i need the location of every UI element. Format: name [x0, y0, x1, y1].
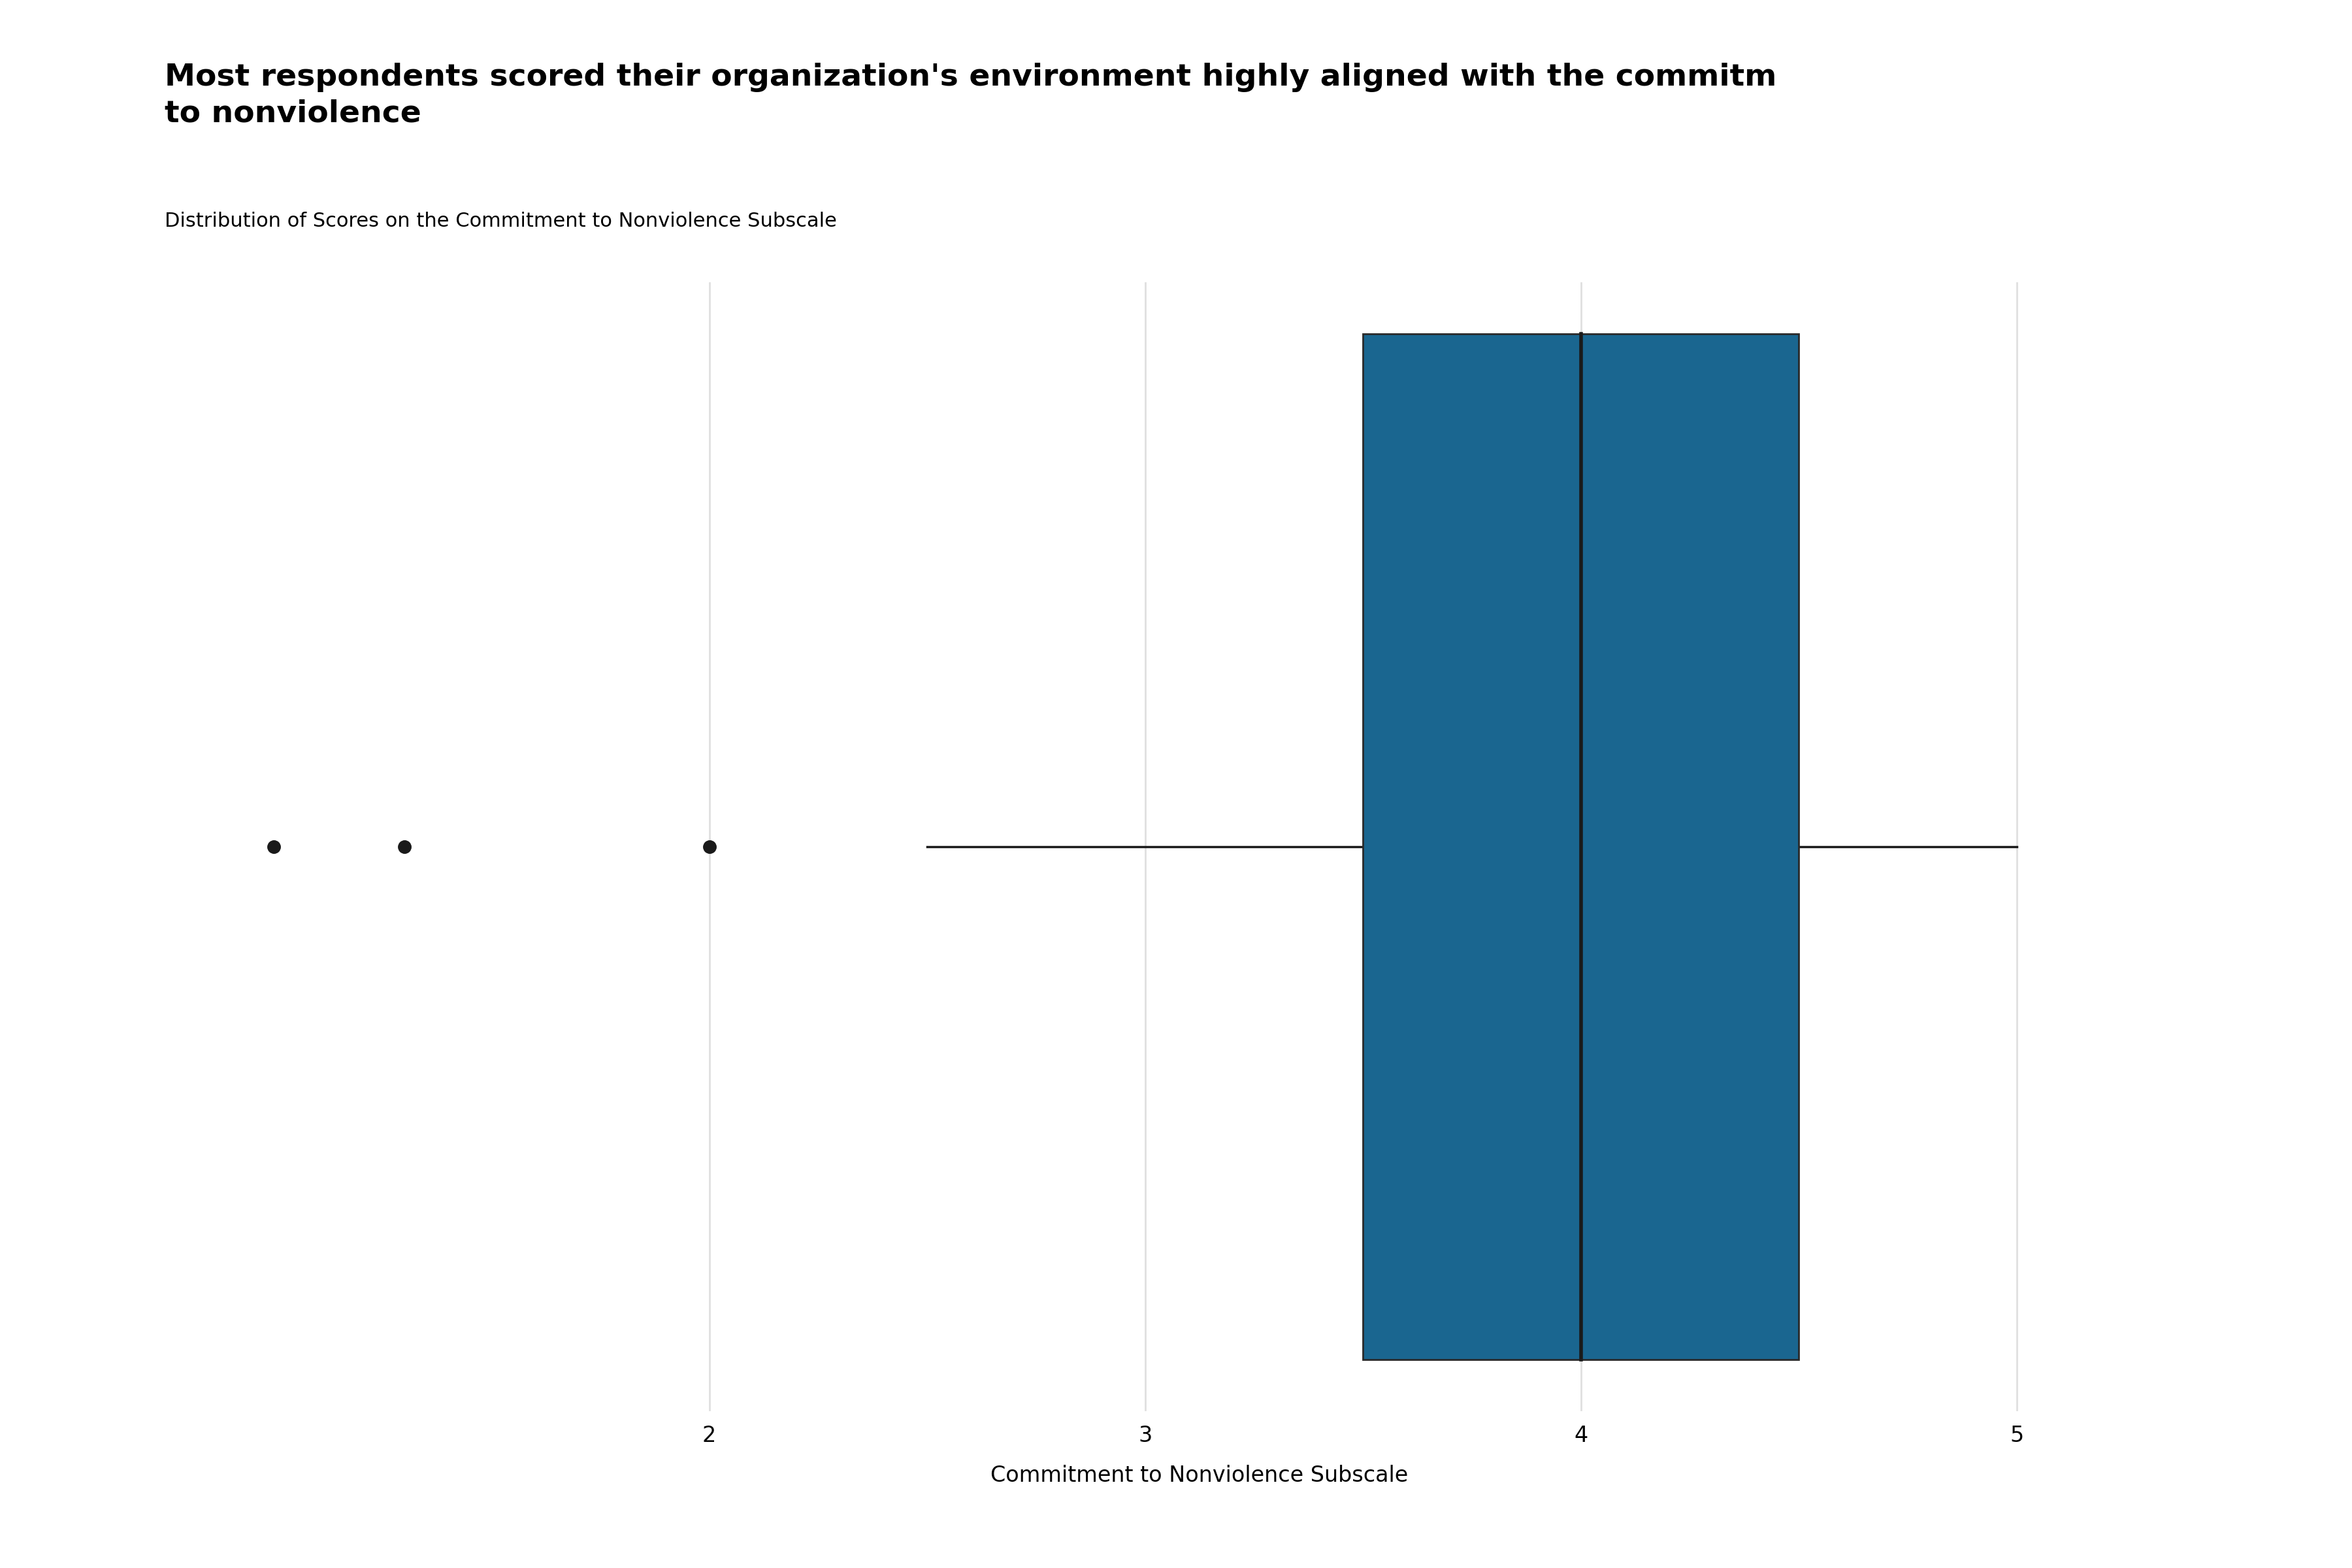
Bar: [1362, 334, 1799, 1359]
Text: Distribution of Scores on the Commitment to Nonviolence Subscale: Distribution of Scores on the Commitment…: [165, 212, 837, 230]
X-axis label: Commitment to Nonviolence Subscale: Commitment to Nonviolence Subscale: [990, 1465, 1409, 1486]
Text: Most respondents scored their organization's environment highly aligned with the: Most respondents scored their organizati…: [165, 63, 1776, 129]
